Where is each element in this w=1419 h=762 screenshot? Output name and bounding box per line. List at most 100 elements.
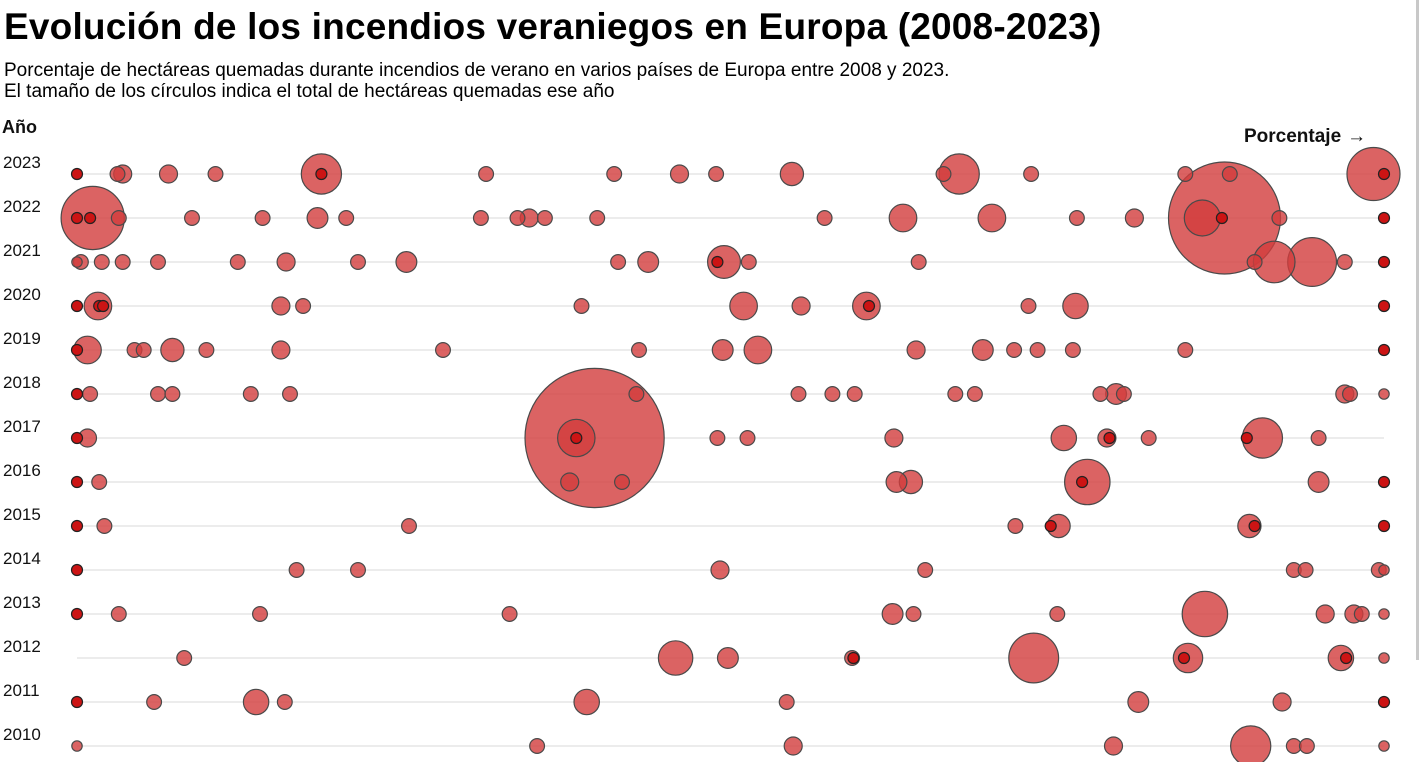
bubble-2012-4[interactable]	[1008, 632, 1060, 684]
bubble-2017-174[interactable]	[1103, 431, 1116, 445]
bubble-2020-163[interactable]	[70, 299, 84, 313]
bubble-2019-108[interactable]	[1064, 342, 1081, 359]
bubble-2022-78[interactable]	[254, 210, 271, 227]
bubble-2023-155[interactable]	[1377, 167, 1391, 181]
bubble-2013-144[interactable]	[1353, 605, 1370, 622]
bubble-2012-44[interactable]	[716, 646, 739, 669]
bubble-2023-153[interactable]	[70, 167, 84, 181]
bubble-2021-16[interactable]	[706, 245, 741, 280]
bubble-2013-7[interactable]	[1181, 590, 1229, 638]
bubble-2022-158[interactable]	[1215, 211, 1229, 225]
bubble-2018-170[interactable]	[70, 387, 84, 401]
bubble-2022-18[interactable]	[888, 203, 918, 233]
bubble-2016-177[interactable]	[1075, 475, 1089, 489]
bubble-2019-105[interactable]	[630, 342, 647, 359]
bubble-2019-39[interactable]	[971, 339, 994, 362]
bubble-2019-31[interactable]	[160, 337, 185, 363]
bubble-2012-188[interactable]	[1177, 651, 1191, 665]
bubble-2022-156[interactable]	[70, 211, 84, 225]
bubble-2020-25[interactable]	[1062, 292, 1089, 320]
bubble-2021-37[interactable]	[637, 251, 660, 274]
bubble-2021-89[interactable]	[114, 254, 131, 271]
bubble-2015-182[interactable]	[1377, 519, 1391, 533]
bubble-2012-189[interactable]	[1339, 651, 1353, 665]
bubble-2013-140[interactable]	[252, 605, 269, 622]
bubble-2017-127[interactable]	[1310, 430, 1327, 447]
bubble-2023-74[interactable]	[1177, 166, 1194, 183]
bubble-2010-12[interactable]	[1230, 725, 1272, 762]
bubble-2022-82[interactable]	[536, 210, 553, 227]
bubble-2019-38[interactable]	[711, 339, 734, 362]
bubble-2018-171[interactable]	[1378, 388, 1390, 400]
bubble-2015-130[interactable]	[96, 517, 113, 534]
bubble-2020-53[interactable]	[791, 296, 811, 316]
bubble-2023-154[interactable]	[315, 167, 328, 181]
bubble-2016-128[interactable]	[91, 474, 108, 491]
bubble-2010-152[interactable]	[1298, 737, 1315, 754]
bubble-2011-64[interactable]	[1272, 692, 1292, 712]
bubble-2019-168[interactable]	[70, 343, 84, 357]
bubble-2022-79[interactable]	[338, 210, 355, 227]
bubble-2013-143[interactable]	[1049, 605, 1066, 622]
bubble-2020-52[interactable]	[271, 296, 291, 316]
bubble-2014-61[interactable]	[710, 560, 730, 580]
bubble-2021-90[interactable]	[150, 254, 167, 271]
bubble-2022-80[interactable]	[472, 210, 489, 227]
bubble-2014-134[interactable]	[350, 561, 367, 578]
bubble-2021-93[interactable]	[610, 254, 627, 271]
bubble-2017-58[interactable]	[884, 428, 904, 448]
bubble-2011-192[interactable]	[1377, 695, 1391, 709]
bubble-2023-73[interactable]	[1023, 166, 1040, 183]
bubble-2022-83[interactable]	[589, 210, 606, 227]
bubble-2019-169[interactable]	[1377, 343, 1391, 357]
bubble-2018-119[interactable]	[947, 386, 964, 403]
bubble-2018-111[interactable]	[150, 386, 167, 403]
bubble-2021-88[interactable]	[93, 254, 110, 271]
bubble-2022-81[interactable]	[509, 210, 526, 227]
vertical-scrollbar[interactable]	[1416, 0, 1419, 660]
bubble-2021-91[interactable]	[229, 254, 246, 271]
bubble-2021-92[interactable]	[350, 254, 367, 271]
bubble-2016-42[interactable]	[1307, 471, 1330, 494]
bubble-2014-135[interactable]	[917, 561, 934, 578]
bubble-2019-104[interactable]	[435, 342, 452, 359]
bubble-2022-76[interactable]	[110, 210, 127, 227]
bubble-2022-77[interactable]	[184, 210, 201, 227]
bubble-2019-106[interactable]	[1006, 342, 1023, 359]
bubble-2010-193[interactable]	[71, 740, 83, 752]
bubble-2021-162[interactable]	[1377, 255, 1391, 269]
bubble-2022-157[interactable]	[83, 211, 97, 225]
bubble-2011-29[interactable]	[573, 688, 600, 716]
bubble-2015-179[interactable]	[70, 519, 84, 533]
bubble-2017-126[interactable]	[1140, 430, 1157, 447]
bubble-2019-103[interactable]	[198, 342, 215, 359]
bubble-2021-95[interactable]	[910, 254, 927, 271]
bubble-2015-180[interactable]	[1044, 519, 1057, 533]
bubble-2010-65[interactable]	[783, 736, 803, 756]
bubble-2013-62[interactable]	[1315, 604, 1335, 624]
bubble-2013-186[interactable]	[1378, 608, 1390, 620]
bubble-2018-110[interactable]	[82, 386, 99, 403]
bubble-2014-184[interactable]	[1378, 564, 1390, 576]
bubble-2018-118[interactable]	[846, 386, 863, 403]
bubble-2020-167[interactable]	[1377, 299, 1391, 313]
bubble-2022-85[interactable]	[1068, 210, 1085, 227]
bubble-2011-191[interactable]	[70, 695, 84, 709]
bubble-2017-125[interactable]	[739, 430, 756, 447]
bubble-2022-19[interactable]	[977, 203, 1007, 233]
bubble-2023-68[interactable]	[207, 166, 224, 183]
bubble-2018-121[interactable]	[1092, 386, 1109, 403]
bubble-2014-133[interactable]	[288, 561, 305, 578]
bubble-2014-183[interactable]	[70, 563, 84, 577]
bubble-2015-181[interactable]	[1248, 519, 1261, 533]
bubble-2020-21[interactable]	[729, 291, 758, 321]
bubble-2018-115[interactable]	[628, 386, 645, 403]
bubble-2022-50[interactable]	[1124, 208, 1145, 228]
bubble-2011-148[interactable]	[276, 693, 293, 710]
bubble-2011-147[interactable]	[146, 693, 163, 710]
bubble-2012-190[interactable]	[1378, 652, 1390, 664]
bubble-2023-48[interactable]	[669, 164, 690, 184]
bubble-2013-141[interactable]	[501, 605, 518, 622]
bubble-2022-84[interactable]	[816, 210, 833, 227]
bubble-2018-117[interactable]	[824, 386, 841, 403]
